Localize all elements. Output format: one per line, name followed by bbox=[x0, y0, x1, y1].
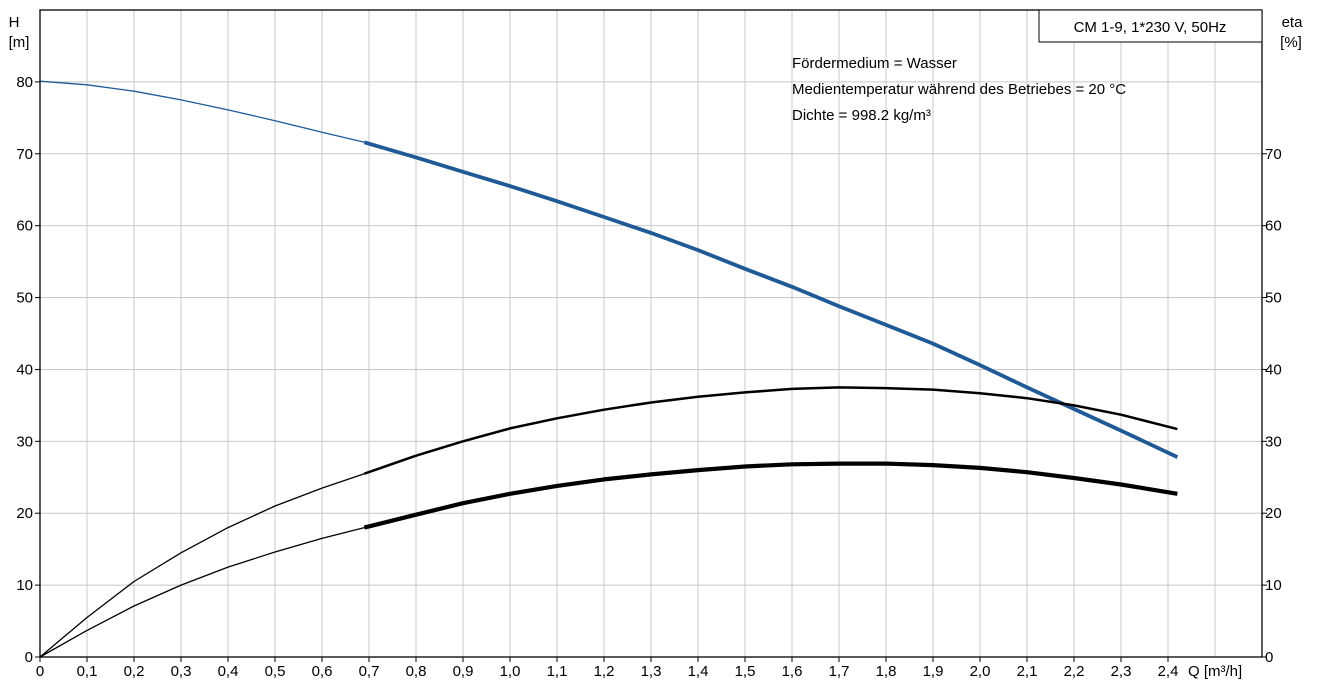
y-left-tick-label: 70 bbox=[16, 146, 33, 163]
x-tick-label: 2,1 bbox=[1017, 663, 1038, 680]
x-tick-label: 1,9 bbox=[923, 663, 944, 680]
y-right-axis-label-symbol: eta bbox=[1282, 14, 1304, 31]
y-right-tick-label: 70 bbox=[1265, 146, 1282, 163]
y-right-tick-label: 50 bbox=[1265, 290, 1282, 307]
x-tick-label: 0,8 bbox=[406, 663, 427, 680]
y-right-tick-label: 20 bbox=[1265, 505, 1282, 522]
x-tick-label: 0,4 bbox=[218, 663, 239, 680]
y-left-tick-label: 50 bbox=[16, 290, 33, 307]
x-tick-label: 1,4 bbox=[688, 663, 709, 680]
x-tick-label: 1,3 bbox=[641, 663, 662, 680]
y-left-tick-label: 40 bbox=[16, 361, 33, 378]
head-curve-operating bbox=[363, 140, 1179, 459]
x-tick-label: 1,6 bbox=[782, 663, 803, 680]
chart-title: CM 1-9, 1*230 V, 50Hz bbox=[1074, 19, 1227, 36]
x-tick-label: 0,1 bbox=[77, 663, 98, 680]
tick-layer: 0 0,1 0,2 0,3 0,4 0,5 0,6 0,7 0,8 0,9 1,0 1,1 1,2 1,3… bbox=[16, 74, 1281, 680]
x-tick-label: 0,2 bbox=[124, 663, 145, 680]
y-left-tick-label: 0 bbox=[25, 649, 33, 666]
x-tick-label: 0,5 bbox=[265, 663, 286, 680]
series-layer bbox=[39, 80, 1179, 658]
x-tick-label: 0,3 bbox=[171, 663, 192, 680]
y-left-tick-label: 30 bbox=[16, 433, 33, 450]
x-tick-label: 1,0 bbox=[500, 663, 521, 680]
y-right-tick-label: 30 bbox=[1265, 433, 1282, 450]
x-axis-label: Q [m³/h] bbox=[1188, 663, 1242, 680]
head-curve-extended bbox=[39, 80, 365, 143]
annotation-density: Dichte = 998.2 kg/m³ bbox=[792, 107, 931, 124]
x-tick-label: 0,7 bbox=[359, 663, 380, 680]
efficiency-curve-total-operating bbox=[363, 461, 1178, 530]
y-right-tick-label: 40 bbox=[1265, 361, 1282, 378]
annotation-temperature: Medientemperatur während des Betriebes =… bbox=[792, 81, 1126, 98]
y-left-tick-label: 10 bbox=[16, 577, 33, 594]
x-tick-label: 2,4 bbox=[1158, 663, 1179, 680]
x-tick-label: 1,7 bbox=[829, 663, 850, 680]
x-tick-label: 0,6 bbox=[312, 663, 333, 680]
y-left-axis-label-symbol: H bbox=[9, 14, 20, 31]
efficiency-curve-pump-extended bbox=[39, 473, 365, 658]
x-tick-label: 1,1 bbox=[547, 663, 568, 680]
y-left-tick-label: 60 bbox=[16, 218, 33, 235]
y-left-axis-label-unit: [m] bbox=[9, 34, 30, 51]
y-right-axis-label-unit: [%] bbox=[1280, 34, 1302, 51]
y-right-tick-label: 60 bbox=[1265, 218, 1282, 235]
efficiency-curve-pump-operating bbox=[363, 386, 1178, 475]
x-tick-label: 0,9 bbox=[453, 663, 474, 680]
y-left-tick-label: 20 bbox=[16, 505, 33, 522]
grid-lines bbox=[40, 10, 1262, 657]
x-tick-label: 0 bbox=[36, 663, 44, 680]
annotation-medium: Fördermedium = Wasser bbox=[792, 55, 957, 72]
y-left-tick-label: 80 bbox=[16, 74, 33, 91]
x-tick-label: 2,0 bbox=[970, 663, 991, 680]
y-right-tick-label: 0 bbox=[1265, 649, 1273, 666]
x-tick-label: 1,8 bbox=[876, 663, 897, 680]
x-tick-label: 2,2 bbox=[1064, 663, 1085, 680]
x-tick-label: 1,5 bbox=[735, 663, 756, 680]
x-tick-label: 1,2 bbox=[594, 663, 615, 680]
chart-title-box bbox=[1038, 9, 1263, 43]
x-tick-label: 2,3 bbox=[1111, 663, 1132, 680]
efficiency-curve-total-extended bbox=[39, 526, 365, 658]
y-right-tick-label: 10 bbox=[1265, 577, 1282, 594]
